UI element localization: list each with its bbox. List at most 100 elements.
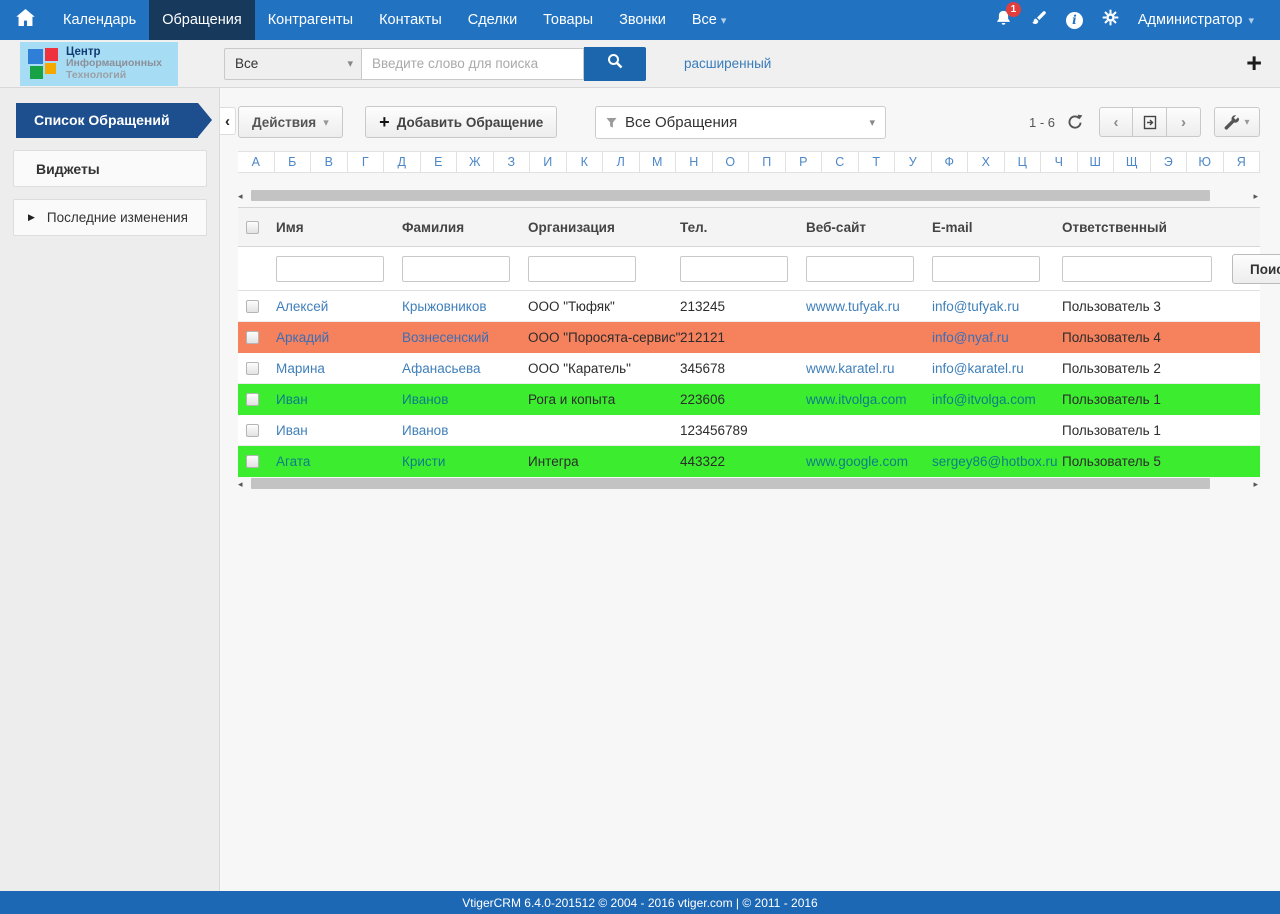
alphabet-letter[interactable]: А	[238, 151, 275, 173]
cell-website[interactable]: www.karatel.ru	[806, 360, 895, 376]
alphabet-letter[interactable]: Б	[274, 151, 311, 173]
filter-input-website[interactable]	[806, 255, 914, 282]
cell-email[interactable]: info@karatel.ru	[932, 360, 1024, 376]
quick-create-button[interactable]: +	[1246, 48, 1262, 78]
alphabet-letter[interactable]: У	[895, 151, 932, 173]
filter-input-first-name[interactable]	[276, 255, 384, 282]
cell-first-name[interactable]: Марина	[276, 360, 325, 376]
row-checkbox[interactable]	[246, 331, 259, 345]
alphabet-letter[interactable]: Д	[384, 151, 421, 173]
cell-last-name[interactable]: Иванов	[402, 422, 449, 438]
next-page-button[interactable]: ›	[1167, 107, 1201, 137]
row-checkbox[interactable]	[246, 455, 259, 469]
cell-last-name[interactable]: Вознесенский	[402, 329, 489, 345]
nav-item-calls[interactable]: Звонки	[619, 12, 666, 28]
column-header-website[interactable]: Веб-сайт	[806, 219, 867, 235]
alphabet-letter[interactable]: З	[493, 151, 530, 173]
list-settings-button[interactable]: ▾	[1214, 107, 1260, 137]
scroll-right-icon[interactable]: ▸	[1253, 479, 1258, 489]
cell-website[interactable]: www.google.com	[806, 453, 909, 469]
alphabet-letter[interactable]: Х	[968, 151, 1005, 173]
cell-last-name[interactable]: Крыжовников	[402, 298, 487, 314]
row-checkbox[interactable]	[246, 393, 259, 407]
cell-website[interactable]: wwww.tufyak.ru	[806, 298, 900, 314]
scrollbar-thumb[interactable]	[251, 478, 1210, 489]
alphabet-letter[interactable]: Я	[1223, 151, 1260, 173]
filter-input-last-name[interactable]	[402, 255, 510, 282]
alphabet-letter[interactable]: Ц	[1004, 151, 1041, 173]
cell-first-name[interactable]: Иван	[276, 422, 308, 438]
row-checkbox[interactable]	[246, 424, 259, 438]
filter-input-email[interactable]	[932, 255, 1040, 282]
table-row[interactable]: Агата Кристи Интегра 443322 www.google.c…	[238, 446, 1260, 477]
settings-button[interactable]	[1102, 9, 1119, 31]
alphabet-letter[interactable]: Ю	[1187, 151, 1224, 173]
filter-input-owner[interactable]	[1062, 255, 1212, 282]
cell-website[interactable]: www.itvolga.com	[806, 391, 907, 407]
company-logo[interactable]: Центр Информационных Технологий	[20, 41, 178, 86]
alphabet-letter[interactable]: Ч	[1041, 151, 1078, 173]
sidebar-item-request-list[interactable]: Список Обращений	[16, 103, 212, 138]
alphabet-letter[interactable]: Ф	[931, 151, 968, 173]
filter-input-organization[interactable]	[528, 255, 636, 282]
column-header-organization[interactable]: Организация	[528, 219, 615, 235]
nav-item-contacts[interactable]: Контакты	[379, 12, 442, 28]
alphabet-letter[interactable]: И	[530, 151, 567, 173]
advanced-search-link[interactable]: расширенный	[684, 56, 772, 71]
row-checkbox[interactable]	[246, 362, 259, 376]
column-header-owner[interactable]: Ответственный	[1062, 219, 1167, 235]
global-search-input[interactable]	[362, 47, 584, 80]
scroll-right-icon[interactable]: ▸	[1253, 191, 1258, 201]
alphabet-letter[interactable]: Ш	[1077, 151, 1114, 173]
nav-item-accounts[interactable]: Контрагенты	[267, 12, 354, 28]
row-checkbox[interactable]	[246, 300, 259, 314]
nav-item-calendar[interactable]: Календарь	[63, 12, 137, 28]
column-header-phone[interactable]: Тел.	[680, 219, 708, 235]
cell-last-name[interactable]: Афанасьева	[402, 360, 481, 376]
cell-first-name[interactable]: Аркадий	[276, 329, 330, 345]
search-button[interactable]	[584, 46, 646, 81]
scrollbar-thumb[interactable]	[251, 190, 1210, 201]
sidebar-collapse-button[interactable]: ‹	[220, 107, 236, 135]
notifications-button[interactable]: 1	[995, 1, 1021, 32]
sidebar-item-recent-changes[interactable]: ▶ Последние изменения	[13, 199, 207, 236]
cell-first-name[interactable]: Агата	[276, 453, 311, 469]
cell-last-name[interactable]: Кристи	[402, 453, 446, 469]
filter-input-phone[interactable]	[680, 255, 788, 282]
alphabet-letter[interactable]: С	[822, 151, 859, 173]
help-button[interactable]: i	[1065, 11, 1083, 29]
cell-email[interactable]: info@itvolga.com	[932, 391, 1036, 407]
scroll-left-icon[interactable]: ◂	[238, 191, 243, 201]
table-row[interactable]: Марина Афанасьева ООО "Каратель" 345678 …	[238, 353, 1260, 384]
alphabet-letter[interactable]: П	[749, 151, 786, 173]
filter-search-button[interactable]: Поиск	[1232, 254, 1280, 284]
select-all-checkbox[interactable]	[246, 221, 259, 235]
cell-last-name[interactable]: Иванов	[402, 391, 449, 407]
cell-first-name[interactable]: Иван	[276, 391, 308, 407]
list-filter-select[interactable]: Все Обращения ▾	[595, 106, 886, 139]
alphabet-letter[interactable]: Э	[1150, 151, 1187, 173]
scroll-left-icon[interactable]: ◂	[238, 479, 243, 489]
nav-item-deals[interactable]: Сделки	[467, 12, 518, 28]
alphabet-letter[interactable]: Т	[858, 151, 895, 173]
column-header-first-name[interactable]: Имя	[276, 219, 304, 235]
table-row[interactable]: Иван Иванов Рога и копыта 223606 www.itv…	[238, 384, 1260, 415]
sidebar-item-widgets[interactable]: Виджеты	[13, 150, 207, 187]
alphabet-letter[interactable]: Р	[785, 151, 822, 173]
alphabet-letter[interactable]: О	[712, 151, 749, 173]
alphabet-letter[interactable]: М	[639, 151, 676, 173]
alphabet-letter[interactable]: Г	[347, 151, 384, 173]
actions-button[interactable]: Действия ▾	[238, 106, 343, 138]
table-row[interactable]: Аркадий Вознесенский ООО "Поросята-серви…	[238, 322, 1260, 353]
cell-email[interactable]: sergey86@hotbox.ru	[932, 453, 1058, 469]
alphabet-letter[interactable]: В	[311, 151, 348, 173]
cell-email[interactable]: info@tufyak.ru	[932, 298, 1020, 314]
refresh-button[interactable]	[1067, 114, 1083, 130]
alphabet-letter[interactable]: Щ	[1114, 151, 1151, 173]
theme-button[interactable]	[1031, 10, 1047, 31]
alphabet-letter[interactable]: Н	[676, 151, 713, 173]
nav-item-all[interactable]: Все ▾	[691, 12, 727, 28]
user-menu[interactable]: Администратор ▾	[1138, 12, 1254, 28]
cell-email[interactable]: info@nyaf.ru	[932, 329, 1009, 345]
nav-item-products[interactable]: Товары	[543, 12, 594, 28]
